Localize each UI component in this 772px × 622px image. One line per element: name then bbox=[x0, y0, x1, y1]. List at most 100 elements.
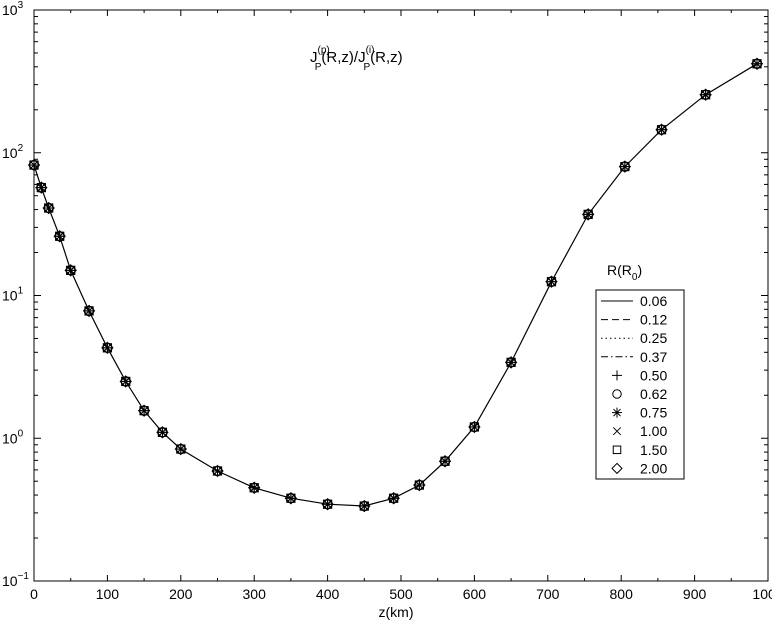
title-part-end: (R,z) bbox=[370, 49, 403, 66]
data-point bbox=[119, 375, 132, 388]
square-marker-shape bbox=[620, 161, 630, 172]
diamond-marker-shape bbox=[82, 304, 96, 318]
square-marker bbox=[612, 445, 622, 455]
legend-label: 0.06 bbox=[640, 293, 667, 309]
square-marker bbox=[620, 161, 630, 172]
square-marker-shape bbox=[29, 160, 39, 170]
legend-entry: 0.12 bbox=[601, 312, 667, 328]
data-point bbox=[42, 201, 55, 215]
diamond-marker-shape bbox=[42, 201, 55, 215]
data-point bbox=[211, 464, 224, 478]
square-marker bbox=[157, 427, 168, 437]
square-marker bbox=[286, 493, 296, 503]
square-marker bbox=[29, 160, 39, 170]
y-tick-label-exponent: 0 bbox=[18, 428, 24, 439]
diamond-marker-shape bbox=[174, 442, 188, 456]
circle-marker-shape bbox=[612, 389, 622, 399]
diamond-marker-shape bbox=[35, 181, 48, 194]
diamond-marker-shape bbox=[655, 123, 668, 136]
legend-label: 1.50 bbox=[640, 442, 667, 458]
square-marker bbox=[752, 59, 762, 69]
square-marker bbox=[583, 209, 593, 220]
data-point bbox=[82, 304, 96, 318]
legend-title: R(R0) bbox=[607, 262, 642, 283]
star-marker bbox=[612, 407, 622, 418]
x-tick-label: 300 bbox=[243, 586, 267, 602]
diamond-marker bbox=[358, 499, 371, 513]
diamond-marker-shape bbox=[699, 88, 712, 101]
square-marker-shape bbox=[322, 499, 333, 509]
data-point bbox=[655, 123, 668, 136]
square-marker bbox=[102, 343, 113, 353]
square-marker-shape bbox=[440, 456, 450, 466]
plus-marker bbox=[612, 370, 622, 381]
square-marker-shape bbox=[752, 59, 762, 69]
square-marker bbox=[139, 406, 149, 416]
diamond-marker bbox=[699, 88, 712, 101]
legend-entry: 0.75 bbox=[612, 405, 667, 421]
legend-label: 2.00 bbox=[640, 460, 667, 476]
x-tick-label: 600 bbox=[463, 586, 487, 602]
square-marker bbox=[440, 456, 450, 466]
square-marker-shape bbox=[55, 231, 65, 241]
square-marker-shape bbox=[506, 357, 516, 368]
square-marker bbox=[656, 125, 667, 135]
data-point bbox=[101, 341, 114, 355]
title-part-sub1: P bbox=[315, 62, 322, 73]
diamond-marker-shape bbox=[611, 462, 623, 475]
data-point bbox=[27, 158, 41, 172]
diamond-marker-shape bbox=[64, 264, 77, 277]
data-point bbox=[750, 57, 764, 70]
star-marker-ray bbox=[613, 408, 621, 417]
data-point bbox=[174, 442, 188, 456]
y-tick-label: 101 bbox=[2, 286, 24, 304]
square-marker-shape bbox=[66, 265, 76, 275]
square-marker-shape bbox=[612, 445, 622, 455]
title-part-sup2: (i) bbox=[366, 45, 375, 56]
legend-label: 1.00 bbox=[640, 423, 667, 439]
x-tick-label: 800 bbox=[610, 586, 634, 602]
legend-entry: 0.06 bbox=[601, 293, 667, 309]
legend-label: 0.25 bbox=[640, 330, 667, 346]
diamond-marker-shape bbox=[247, 481, 261, 494]
data-point bbox=[53, 230, 66, 243]
diamond-marker bbox=[119, 375, 132, 388]
diamond-marker-shape bbox=[321, 498, 334, 511]
diamond-marker bbox=[82, 304, 96, 318]
x-axis-label: z(km) bbox=[379, 604, 414, 620]
data-point bbox=[504, 356, 518, 369]
diamond-marker-shape bbox=[413, 478, 426, 492]
data-point bbox=[618, 160, 632, 173]
square-marker bbox=[121, 376, 131, 387]
x-tick-label: 500 bbox=[389, 586, 413, 602]
legend-entry: 1.00 bbox=[612, 423, 667, 439]
diamond-marker-shape bbox=[545, 275, 558, 288]
legend: 0.06 0.12 0.25 0.37 0.50 0.62 0.75 1.00 1.50 2.00 bbox=[601, 293, 667, 476]
x-tick-label: 100 bbox=[96, 586, 120, 602]
diamond-marker bbox=[611, 462, 623, 475]
diamond-marker bbox=[438, 455, 452, 468]
legend-entry: 0.62 bbox=[612, 386, 667, 402]
x-tick-label: 900 bbox=[683, 586, 707, 602]
diamond-marker bbox=[413, 478, 426, 492]
x-tick-label: 0 bbox=[30, 586, 38, 602]
y-tick-label: 103 bbox=[2, 0, 24, 18]
square-marker-shape bbox=[583, 209, 593, 220]
legend-label: 0.12 bbox=[640, 312, 667, 328]
data-point bbox=[468, 420, 481, 434]
data-series bbox=[27, 57, 764, 513]
square-marker bbox=[389, 493, 399, 503]
square-marker-shape bbox=[546, 277, 557, 287]
data-point bbox=[137, 404, 151, 417]
square-marker bbox=[249, 483, 259, 493]
legend-entry: 2.00 bbox=[611, 460, 667, 476]
legend-label: 0.75 bbox=[640, 405, 667, 421]
y-tick-label-base: 10 bbox=[2, 145, 18, 161]
x-tick-labels: 0 100 200 300 400 500 600 700 800 900 1000 bbox=[30, 586, 772, 602]
circle-marker bbox=[612, 389, 622, 399]
diamond-marker-shape bbox=[358, 499, 371, 513]
data-point bbox=[35, 181, 48, 194]
square-marker-shape bbox=[700, 90, 711, 100]
legend-box bbox=[595, 289, 685, 480]
